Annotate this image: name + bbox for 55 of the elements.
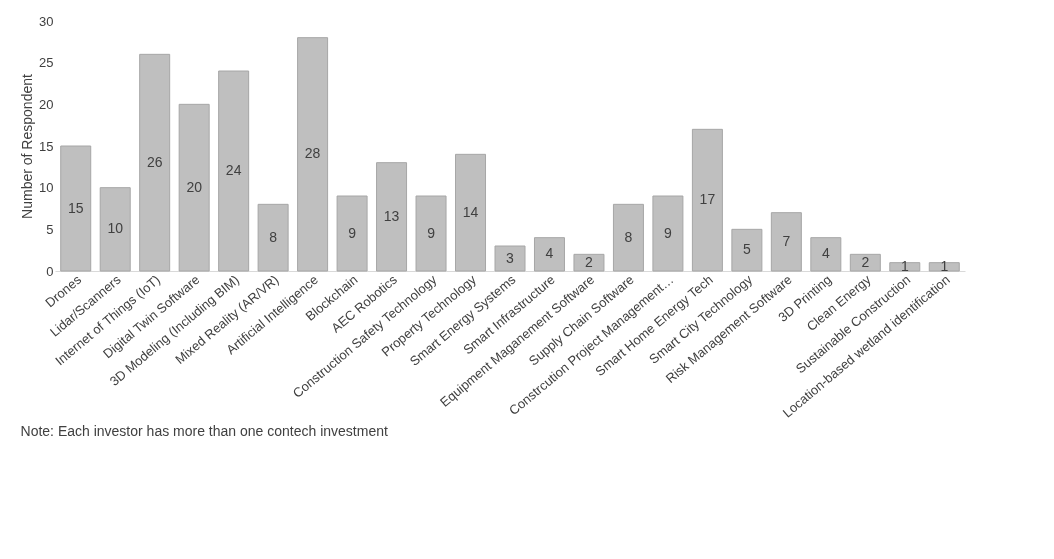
data-label: 24 — [225, 162, 242, 178]
text: Note: Each investor has more than one contech investment — [20, 423, 388, 439]
bar — [455, 153, 487, 272]
data-label: 14 — [462, 203, 479, 220]
y-axis-title: Number of Respondent — [19, 74, 36, 219]
bar — [415, 195, 447, 272]
bar — [494, 245, 526, 272]
data-label: 20 — [186, 178, 203, 195]
data-label: 28 — [304, 145, 321, 162]
data-label: 5 — [742, 241, 751, 258]
y-tick-label: 5 — [46, 221, 54, 237]
bar — [533, 237, 565, 272]
bar — [99, 187, 131, 272]
data-label: 15 — [67, 199, 84, 216]
y-tick-label: 0 — [46, 263, 54, 279]
bar — [889, 262, 921, 272]
y-tick-label: 20 — [39, 96, 54, 112]
data-label: 1 — [900, 257, 909, 274]
data-label: 2 — [861, 253, 870, 270]
bar — [731, 228, 763, 272]
y-tick-label: 25 — [39, 55, 54, 71]
bar — [139, 53, 171, 272]
data-label: 8 — [269, 228, 278, 245]
bar — [849, 253, 881, 272]
bar — [218, 70, 250, 272]
data-label: 13 — [383, 207, 400, 224]
data-label: 7 — [782, 232, 791, 249]
bar — [376, 162, 408, 272]
data-label: 9 — [348, 224, 357, 241]
data-label: 9 — [427, 224, 436, 241]
bar — [928, 262, 960, 272]
data-label: 26 — [146, 153, 163, 170]
data-label: 9 — [664, 224, 673, 241]
data-label: 17 — [699, 191, 716, 208]
data-label: 3 — [506, 249, 515, 266]
bar — [573, 253, 605, 272]
bar — [297, 37, 329, 272]
bar — [612, 203, 644, 272]
bar — [257, 203, 289, 272]
bar — [60, 145, 92, 272]
data-label: 8 — [624, 228, 633, 245]
bar — [810, 237, 842, 272]
y-tick-label: 10 — [39, 180, 54, 196]
bar — [652, 195, 684, 272]
data-label: 4 — [821, 245, 830, 262]
data-label: 1 — [940, 257, 949, 274]
y-tick-label: 30 — [39, 13, 54, 29]
bar — [691, 128, 723, 272]
data-label: 10 — [107, 220, 124, 237]
data-label: 4 — [545, 245, 554, 262]
bar — [336, 195, 368, 272]
data-label: 2 — [585, 253, 594, 270]
bar — [178, 103, 210, 272]
y-tick-label: 15 — [39, 138, 54, 154]
bar — [770, 212, 802, 272]
